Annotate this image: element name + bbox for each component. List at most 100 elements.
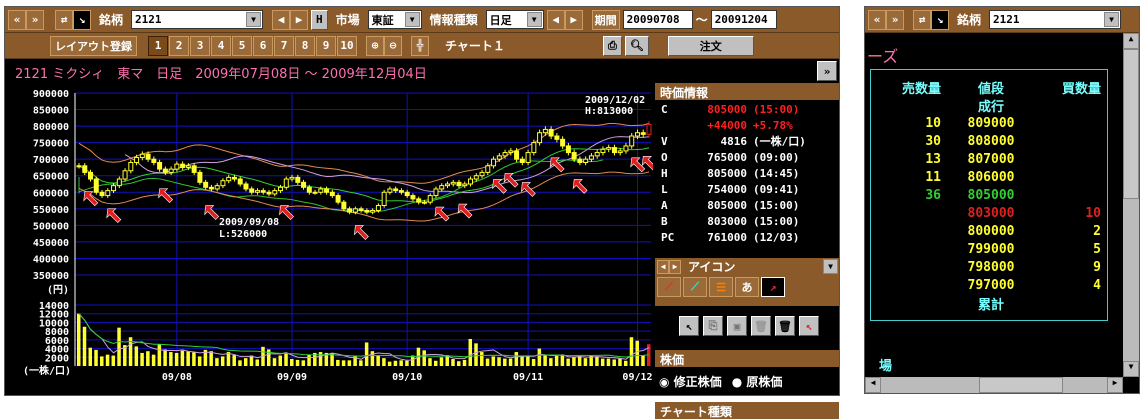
delete-all-icon[interactable]: 🗑︎: [775, 316, 795, 336]
order-book-row[interactable]: 798000 9: [871, 258, 1107, 276]
collapse-left-button[interactable]: «: [8, 9, 26, 30]
volume-unit-label: (一株/口): [23, 364, 71, 377]
candle-body: [381, 191, 387, 207]
order-book-row[interactable]: 36 805000: [871, 186, 1107, 204]
preview-icon[interactable]: 🔍︎: [624, 35, 649, 56]
zoom-out-icon[interactable]: ⊖: [384, 35, 402, 56]
order-book-row[interactable]: 800000 2: [871, 222, 1107, 240]
volume-bar: [537, 348, 542, 366]
layout-register-button[interactable]: レイアウト登録: [50, 35, 137, 56]
signal-arrow-icon: [503, 172, 519, 188]
arrow-cursor-icon[interactable]: ↘: [931, 9, 949, 30]
volume-bar: [376, 355, 380, 366]
volume-bar: [94, 349, 98, 366]
next-period-button[interactable]: ▶: [564, 9, 583, 30]
order-book-row[interactable]: 10 809000: [871, 114, 1107, 132]
layout-7-button[interactable]: 7: [274, 35, 294, 56]
symbol-input[interactable]: 2121 ▼: [989, 10, 1122, 29]
chevron-down-icon[interactable]: ▼: [823, 259, 838, 274]
volume-bar: [554, 355, 559, 366]
order-book-row[interactable]: 803000 10: [871, 204, 1107, 222]
price-header: 値段: [977, 82, 1004, 97]
zoom-in-icon[interactable]: ⊕: [366, 35, 384, 56]
layout-3-button[interactable]: 3: [190, 35, 210, 56]
layout-6-button[interactable]: 6: [253, 35, 273, 56]
scroll-up-icon[interactable]: ▲: [1123, 33, 1139, 49]
scroll-thumb[interactable]: [1123, 49, 1139, 199]
scroll-down-icon[interactable]: ▼: [1123, 361, 1139, 377]
layout-10-button[interactable]: 10: [337, 35, 357, 56]
price-info-key: A: [661, 199, 668, 212]
volume-bar: [255, 359, 259, 366]
scroll-right-icon[interactable]: ▶: [1107, 377, 1123, 393]
vertical-scrollbar[interactable]: ▲ ▼: [1123, 33, 1139, 377]
trendline-tool-icon[interactable]: ⟋: [657, 277, 681, 297]
candle-body: [594, 152, 600, 157]
print-icon[interactable]: ⎙: [603, 35, 622, 56]
select-cursor-icon[interactable]: ↖: [679, 316, 699, 336]
order-button[interactable]: 注文: [667, 35, 754, 56]
candle-body: [231, 176, 237, 180]
horizontal-scrollbar[interactable]: ◀ ▶: [865, 377, 1123, 393]
prev-icon-set-button[interactable]: ◀: [657, 259, 669, 274]
paste-icon[interactable]: ▣: [727, 316, 747, 336]
layout-5-button[interactable]: 5: [232, 35, 252, 56]
link-icon[interactable]: ⇄: [913, 9, 931, 30]
order-book-row[interactable]: 797000 4: [871, 276, 1107, 294]
candle-body: [99, 191, 105, 197]
chart-style-icon[interactable]: ╬: [411, 35, 429, 56]
h-button[interactable]: H: [311, 9, 328, 30]
layout-8-button[interactable]: 8: [295, 35, 315, 56]
layout-9-button[interactable]: 9: [316, 35, 336, 56]
expand-right-button[interactable]: »: [26, 9, 44, 30]
period-to-input[interactable]: 20091204: [710, 10, 777, 29]
measure-tool-icon[interactable]: ⟋: [683, 277, 707, 297]
scroll-thumb[interactable]: [979, 377, 1063, 393]
order-book-buy: 2: [1093, 223, 1101, 239]
chevron-down-icon[interactable]: ▼: [1104, 12, 1120, 27]
delete-icon[interactable]: 🗑︎: [751, 316, 771, 336]
candle-body: [134, 157, 140, 163]
red-arrow-icon[interactable]: ↖: [799, 316, 819, 336]
chevron-down-icon[interactable]: ▼: [526, 12, 542, 27]
next-symbol-button[interactable]: ▶: [290, 9, 309, 30]
volume-bar: [595, 356, 599, 366]
candle-body: [444, 183, 450, 187]
layout-4-button[interactable]: 4: [211, 35, 231, 56]
arrow-tool-icon[interactable]: ↗: [761, 277, 785, 297]
expand-panel-button[interactable]: »: [817, 61, 837, 81]
period-from-input[interactable]: 20090708: [622, 10, 693, 29]
candle-body: [393, 188, 399, 192]
expand-right-button[interactable]: »: [886, 9, 904, 30]
chevron-down-icon[interactable]: ▼: [246, 12, 262, 27]
icon-panel: ◀ ▶ アイコン ▼ ⟋ ⟋ ☰ あ ↗: [655, 258, 839, 306]
collapse-left-button[interactable]: «: [868, 9, 886, 30]
copy-icon[interactable]: ⎘: [703, 316, 723, 336]
order-book-rows: 10 809000 30 808000 13 807000 11 806000 36 805000…: [871, 114, 1107, 294]
next-icon-set-button[interactable]: ▶: [669, 259, 681, 274]
adjusted-price-radio[interactable]: ◉ 修正株価: [659, 373, 722, 390]
layout-2-button[interactable]: 2: [169, 35, 189, 56]
order-book-row[interactable]: 30 808000: [871, 132, 1107, 150]
order-book-row[interactable]: 11 806000: [871, 168, 1107, 186]
order-book-row[interactable]: 799000 5: [871, 240, 1107, 258]
layout-1-button[interactable]: 1: [148, 35, 168, 56]
symbol-input[interactable]: 2121 ▼: [131, 10, 264, 29]
raw-price-radio[interactable]: ● 原株価: [732, 373, 783, 390]
prev-symbol-button[interactable]: ◀: [272, 9, 291, 30]
price-chart[interactable]: 900000 850000 800000 750000 700000 650000 6000…: [5, 83, 653, 395]
text-tool-icon[interactable]: あ: [735, 277, 759, 297]
chevron-down-icon[interactable]: ▼: [404, 12, 420, 27]
grid-tool-icon[interactable]: ☰: [709, 277, 733, 297]
prev-period-button[interactable]: ◀: [546, 9, 565, 30]
volume-bar: [347, 360, 352, 366]
icon-panel-label: アイコン: [688, 260, 736, 274]
link-icon[interactable]: ⇄: [55, 9, 73, 30]
arrow-cursor-icon[interactable]: ↘: [73, 9, 91, 30]
info-type-select[interactable]: 日足 ▼: [485, 10, 544, 29]
period-button[interactable]: 期間: [591, 9, 620, 30]
scroll-left-icon[interactable]: ◀: [865, 377, 881, 393]
price-info-value: 805000: [707, 199, 747, 212]
market-select[interactable]: 東証 ▼: [367, 10, 422, 29]
order-book-row[interactable]: 13 807000: [871, 150, 1107, 168]
